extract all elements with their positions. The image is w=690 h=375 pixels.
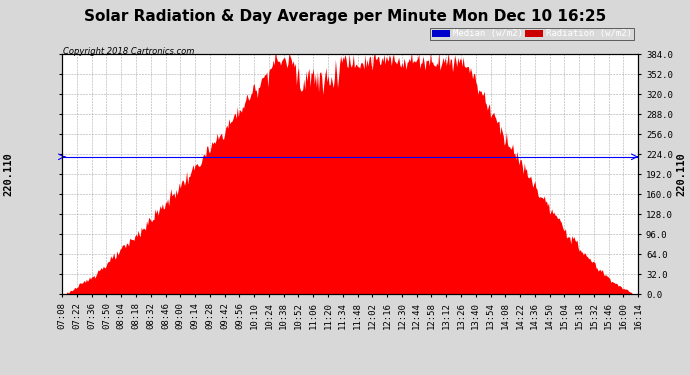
Text: 220.110: 220.110 bbox=[3, 153, 13, 196]
Legend: Median (w/m2), Radiation (w/m2): Median (w/m2), Radiation (w/m2) bbox=[430, 28, 633, 40]
Text: 220.110: 220.110 bbox=[677, 153, 687, 196]
Text: Solar Radiation & Day Average per Minute Mon Dec 10 16:25: Solar Radiation & Day Average per Minute… bbox=[84, 9, 606, 24]
Text: Copyright 2018 Cartronics.com: Copyright 2018 Cartronics.com bbox=[63, 47, 195, 56]
